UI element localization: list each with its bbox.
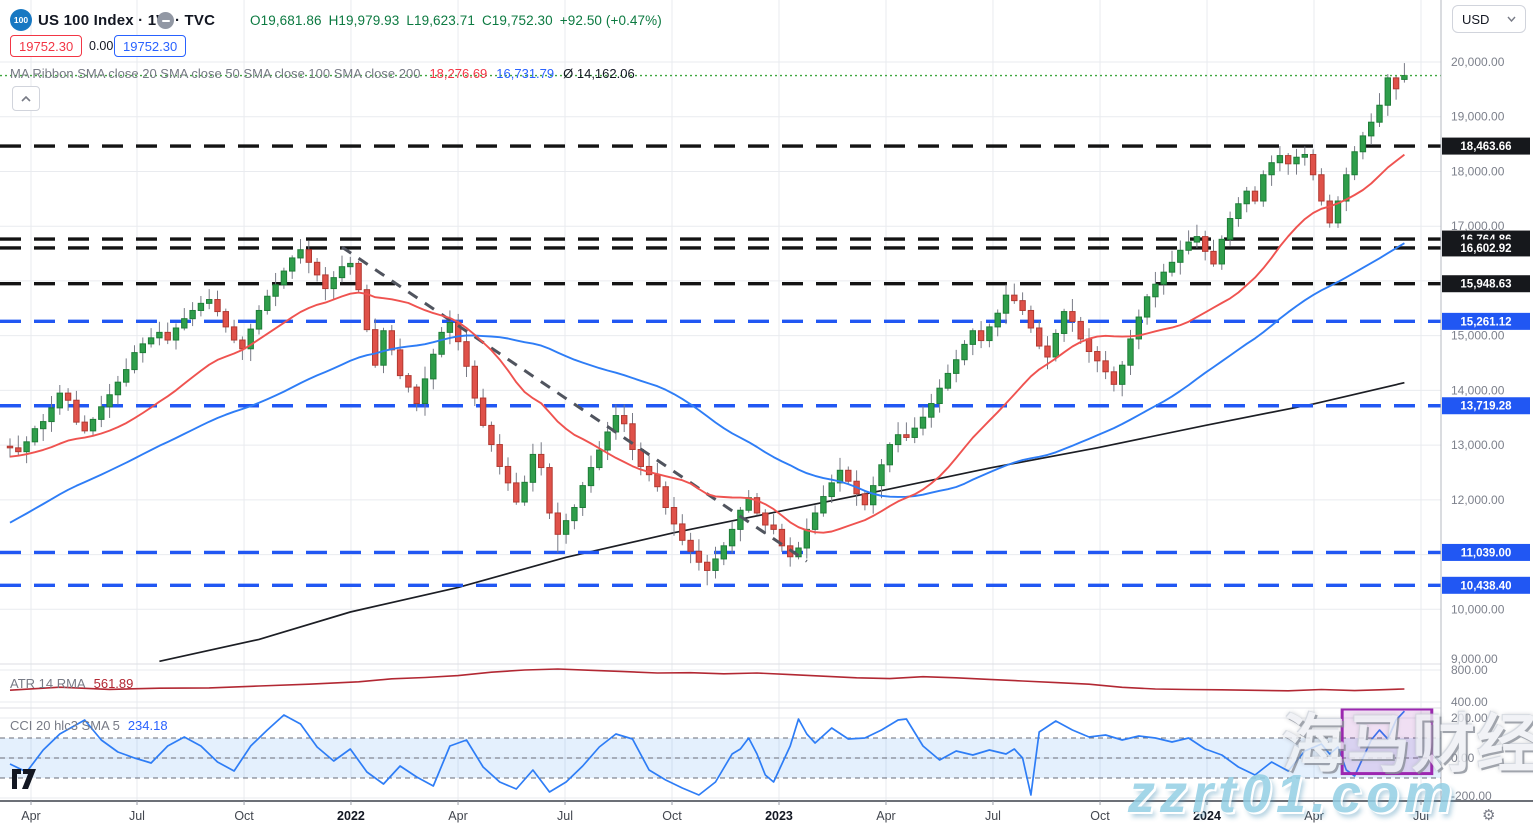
svg-text:9,000.00: 9,000.00: [1451, 652, 1498, 666]
symbol-logo-icon: 100: [10, 9, 32, 31]
sma50-value: 16,731.79: [496, 66, 555, 81]
change-value: +92.50 (+0.47%): [559, 13, 662, 28]
svg-text:19,000.00: 19,000.00: [1451, 110, 1505, 124]
svg-text:200.00: 200.00: [1451, 711, 1488, 725]
svg-text:18,000.00: 18,000.00: [1451, 164, 1505, 178]
svg-text:Jul: Jul: [1413, 809, 1429, 823]
atr-label: ATR 14 RMA: [10, 676, 86, 691]
svg-text:20,000.00: 20,000.00: [1451, 55, 1505, 69]
svg-text:400.00: 400.00: [1451, 695, 1488, 709]
svg-text:Oct: Oct: [234, 809, 254, 823]
cci-label: CCI 20 hlc3 SMA 5: [10, 718, 120, 733]
tradingview-logo-icon[interactable]: [10, 767, 38, 791]
close-value: C19,752.30: [481, 13, 553, 28]
svg-text:800.00: 800.00: [1451, 663, 1488, 677]
buy-price-button[interactable]: 19752.30: [114, 35, 187, 57]
low-value: L19,623.71: [406, 13, 475, 28]
svg-text:17,000.00: 17,000.00: [1451, 219, 1505, 233]
svg-text:13,719.28: 13,719.28: [1460, 401, 1512, 413]
svg-text:Oct: Oct: [662, 809, 682, 823]
svg-text:11,039.00: 11,039.00: [1461, 547, 1512, 559]
svg-text:2024: 2024: [1193, 809, 1221, 823]
spread-value: 0.00: [89, 39, 114, 53]
svg-text:15,948.63: 15,948.63: [1460, 279, 1511, 291]
open-value: O19,681.86: [250, 13, 322, 28]
symbol-title[interactable]: US 100 Index · 1W · TVC: [38, 12, 216, 29]
svg-text:18,463.66: 18,463.66: [1460, 141, 1511, 153]
svg-text:2022: 2022: [337, 809, 365, 823]
ma-ribbon-legend[interactable]: MA Ribbon SMA close 20 SMA close 50 SMA …: [10, 66, 635, 81]
timeaxis-settings-gear-icon[interactable]: ⚙: [1482, 807, 1496, 824]
svg-text:Apr: Apr: [21, 809, 40, 823]
svg-text:Jul: Jul: [985, 809, 1001, 823]
svg-text:Jul: Jul: [557, 809, 573, 823]
ma-ribbon-label: MA Ribbon SMA close 20 SMA close 50 SMA …: [10, 66, 421, 81]
svg-text:15,000.00: 15,000.00: [1451, 329, 1505, 343]
svg-text:13,000.00: 13,000.00: [1451, 438, 1505, 452]
cci-value: 234.18: [127, 718, 168, 733]
svg-text:15,261.12: 15,261.12: [1460, 316, 1511, 328]
sma20-value: 18,276.69: [429, 66, 488, 81]
svg-text:10,438.40: 10,438.40: [1460, 580, 1511, 592]
chevron-down-icon: [1507, 16, 1516, 22]
svg-text:16,602.92: 16,602.92: [1460, 243, 1511, 255]
sma-average-value: Ø 14,162.06: [563, 66, 635, 81]
currency-dropdown[interactable]: USD: [1452, 5, 1526, 33]
svg-text:0.00: 0.00: [1451, 751, 1475, 765]
atr-legend[interactable]: ATR 14 RMA 561.89: [10, 676, 133, 691]
svg-text:Apr: Apr: [1304, 809, 1323, 823]
svg-text:12,000.00: 12,000.00: [1451, 493, 1505, 507]
ohlc-readout: O19,681.86 H19,979.93 L19,623.71 C19,752.30…: [250, 13, 669, 28]
sell-price-button[interactable]: 19752.30: [10, 35, 83, 57]
currency-label: USD: [1462, 11, 1490, 27]
collapse-legend-button[interactable]: [12, 86, 40, 111]
svg-text:Oct: Oct: [1090, 809, 1110, 823]
svg-text:Apr: Apr: [876, 809, 895, 823]
high-value: H19,979.93: [328, 13, 400, 28]
cci-legend[interactable]: CCI 20 hlc3 SMA 5 234.18: [10, 718, 168, 733]
collapse-symbol-button[interactable]: [157, 12, 174, 29]
svg-text:Jul: Jul: [129, 809, 145, 823]
atr-value: 561.89: [93, 676, 134, 691]
minus-icon: [161, 19, 170, 22]
chevron-up-icon: [21, 95, 31, 102]
svg-text:2023: 2023: [765, 809, 793, 823]
svg-text:Apr: Apr: [448, 809, 467, 823]
svg-text:-200.00: -200.00: [1451, 789, 1492, 803]
svg-text:10,000.00: 10,000.00: [1451, 602, 1505, 616]
svg-text:14,000.00: 14,000.00: [1451, 383, 1505, 397]
